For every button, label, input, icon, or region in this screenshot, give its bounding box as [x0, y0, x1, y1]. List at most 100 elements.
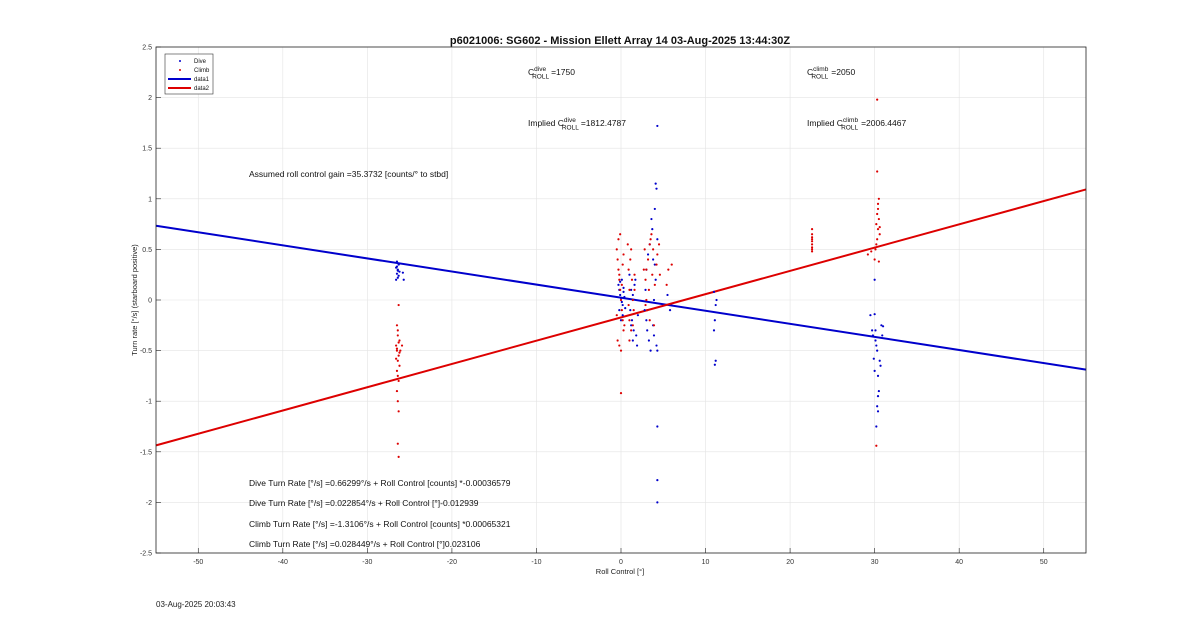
climb-point — [618, 273, 621, 276]
climb-point — [396, 442, 399, 445]
y-axis-label: Turn rate [°/s] (starboard positive) — [130, 244, 139, 356]
dive-point — [668, 309, 672, 312]
climb-point — [627, 303, 630, 307]
climb-equation-counts: Climb Turn Rate [°/s] =-1.3106°/s + Roll… — [249, 519, 511, 529]
dive-point — [653, 263, 656, 266]
y-tick-label: -1 — [146, 399, 152, 406]
climb-point — [630, 248, 633, 251]
climb-point — [397, 303, 400, 307]
dive-point — [620, 278, 623, 281]
climb-point — [628, 319, 631, 322]
dive-point — [873, 313, 876, 316]
legend: Dive Climb data1 data2 — [164, 53, 214, 95]
climb-point — [670, 263, 673, 266]
climb-point — [646, 258, 650, 261]
dive-point — [713, 319, 716, 322]
dive-point — [656, 349, 659, 352]
dive-point — [656, 425, 659, 428]
climb-point — [658, 273, 661, 276]
climb-point — [876, 202, 880, 205]
dive-point — [874, 329, 877, 332]
climb-point — [619, 233, 622, 236]
climb-point — [876, 238, 879, 241]
climb-point — [632, 309, 635, 312]
dive-point — [635, 344, 639, 347]
climb-point — [644, 278, 647, 281]
x-tick-label: 20 — [786, 559, 794, 566]
dive-point — [619, 280, 622, 283]
dive-point — [395, 260, 399, 263]
climb-point — [874, 248, 877, 251]
dive-equation-counts: Dive Turn Rate [°/s] =0.66299°/s + Roll … — [249, 478, 511, 488]
climb-point — [397, 341, 400, 344]
implied-c-dive-annotation: Implied Cdive ROLL =1812.4787 — [528, 117, 626, 132]
dive-point — [655, 344, 658, 347]
dive-point — [651, 228, 654, 231]
dive-point — [875, 344, 878, 347]
climb-point — [397, 455, 400, 458]
climb-point — [627, 268, 630, 271]
climb-point — [621, 263, 624, 266]
dive-point — [873, 369, 876, 372]
dive-point — [621, 314, 624, 317]
data-marks — [155, 98, 1087, 504]
climb-point — [646, 309, 649, 312]
axis-ticks: -50 -40 -30 -20 -10 0 10 20 30 40 50-2.5-2-1.5-1-0… — [140, 45, 1048, 567]
dive-point — [619, 319, 623, 322]
dive-point — [666, 293, 669, 297]
climb-point — [620, 283, 623, 286]
climb-point — [657, 243, 661, 246]
climb-point — [397, 379, 400, 383]
dive-point — [622, 290, 625, 294]
climb-point — [396, 334, 399, 337]
climb-point — [645, 298, 648, 302]
climb-point — [651, 273, 654, 276]
climb-point — [810, 243, 814, 246]
x-tick-label: 0 — [619, 559, 623, 566]
x-tick-label: -40 — [278, 559, 288, 566]
dive-point — [878, 359, 881, 362]
climb-point — [810, 250, 814, 253]
climb-point — [623, 324, 626, 327]
climb-point — [633, 288, 636, 291]
dive-point — [397, 274, 400, 277]
climb-point — [618, 344, 621, 347]
legend-dive-marker — [179, 60, 181, 62]
climb-point — [645, 268, 648, 271]
dive-point — [645, 319, 648, 322]
climb-point — [655, 263, 658, 266]
climb-point — [395, 357, 398, 360]
x-tick-label: -30 — [362, 559, 372, 566]
climb-point — [395, 347, 399, 350]
climb-point — [622, 253, 625, 256]
climb-point — [396, 400, 399, 403]
dive-point — [869, 314, 872, 317]
legend-data1-label: data1 — [194, 77, 210, 83]
climb-point — [398, 351, 401, 354]
dive-point — [395, 272, 399, 275]
legend-climb-label: Climb — [194, 68, 210, 74]
climb-point — [398, 364, 401, 367]
dive-point — [875, 425, 878, 428]
climb-point — [810, 236, 814, 239]
x-tick-label: -50 — [193, 559, 203, 566]
climb-point — [876, 170, 879, 173]
dive-point — [630, 288, 633, 291]
dive-point — [652, 258, 655, 261]
dive-point — [650, 217, 653, 221]
dive-point — [876, 395, 880, 398]
climb-point — [878, 233, 881, 236]
dive-point — [636, 314, 640, 317]
dive-point — [873, 278, 876, 281]
dive-point — [647, 339, 651, 342]
dive-point — [654, 278, 657, 281]
climb-point — [649, 238, 652, 241]
dive-point — [655, 187, 658, 190]
c-dive-annotation: Cdive ROLL =1750 — [528, 66, 575, 81]
dive-equation-degrees: Dive Turn Rate [°/s] =0.022854°/s + Roll… — [249, 498, 479, 508]
climb-point — [619, 298, 623, 302]
climb-point — [617, 268, 620, 271]
y-tick-label: -0.5 — [140, 348, 152, 355]
dive-point — [619, 293, 622, 297]
c-climb-annotation: Cclimb ROLL =2050 — [807, 66, 855, 81]
